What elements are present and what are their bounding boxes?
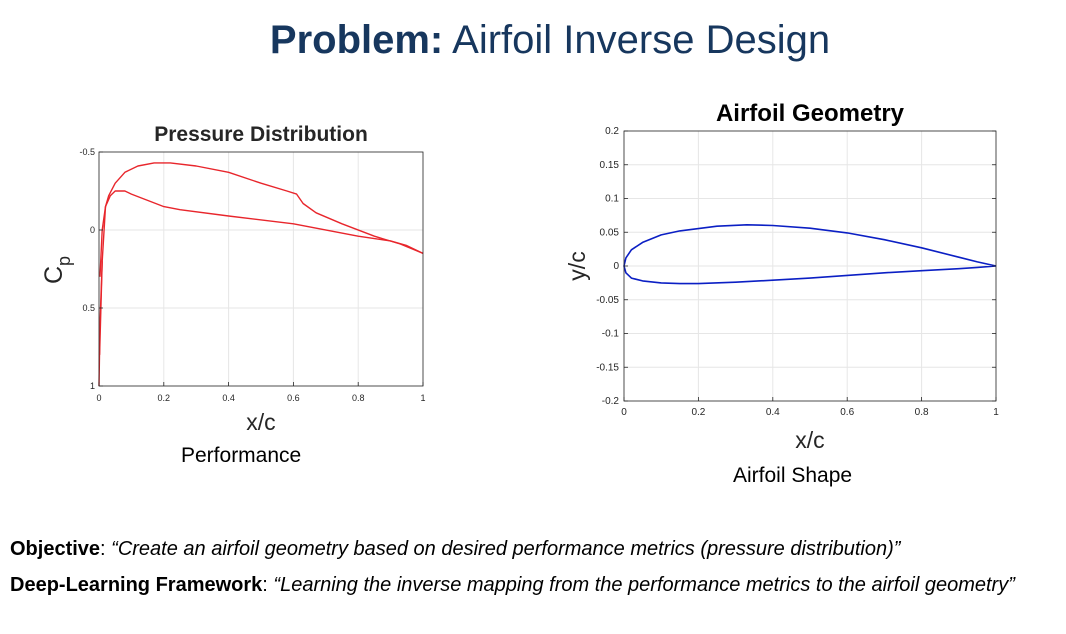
chart-0-plot-area — [99, 152, 423, 386]
chart-0-plot: 0 0.2 0.4 0.6 0.8 1 -0.5 0 0.5 1 — [79, 147, 425, 403]
chart-0-xtick-label-2: 0.4 — [222, 393, 235, 403]
objective-label: Objective — [10, 538, 101, 560]
chart-0-series-1 — [98, 190, 424, 355]
performance-caption: Performance — [181, 444, 302, 467]
airfoil-shape-caption: Airfoil Shape — [733, 464, 853, 487]
chart-0-ytick-label-0: -0.5 — [79, 147, 95, 157]
chart-0-ytick-label-1: 0 — [90, 225, 95, 235]
objective-text: “Create an airfoil geometry based on des… — [111, 538, 901, 560]
pressure-chart-ylabel-sub: p — [54, 256, 74, 266]
chart-0-xtick-label-5: 1 — [420, 393, 425, 403]
chart-0-xtick-label-0: 0 — [96, 393, 101, 403]
framework-label: Deep-Learning Framework — [10, 574, 263, 596]
framework-text: “Learning the inverse mapping from the p… — [273, 574, 1015, 596]
chart-0-ytick-label-2: 0.5 — [82, 303, 95, 313]
chart-0-series-0 — [99, 162, 424, 277]
slide-title: Problem: Airfoil Inverse Design — [0, 18, 1066, 63]
pressure-chart-xlabel: x/c — [246, 409, 275, 435]
slide-title-rest: Airfoil Inverse Design — [443, 18, 831, 62]
framework-line: Deep-Learning Framework: “Learning the i… — [10, 574, 1015, 596]
pressure-chart-ylabel: Cp — [40, 256, 74, 284]
objective-line: Objective: “Create an airfoil geometry b… — [10, 538, 901, 560]
chart-0-axes-box — [98, 151, 424, 387]
chart-0-xtick-label-1: 0.2 — [158, 393, 171, 403]
chart-0-xtick-label-4: 0.8 — [352, 393, 365, 403]
chart-0-xtick-label-3: 0.6 — [287, 393, 300, 403]
chart-0-ytick-label-3: 1 — [90, 381, 95, 391]
pressure-chart-title: Pressure Distribution — [154, 123, 368, 146]
pressure-chart-ylabel-main: C — [40, 266, 68, 284]
slide-title-bold: Problem: — [269, 18, 444, 62]
